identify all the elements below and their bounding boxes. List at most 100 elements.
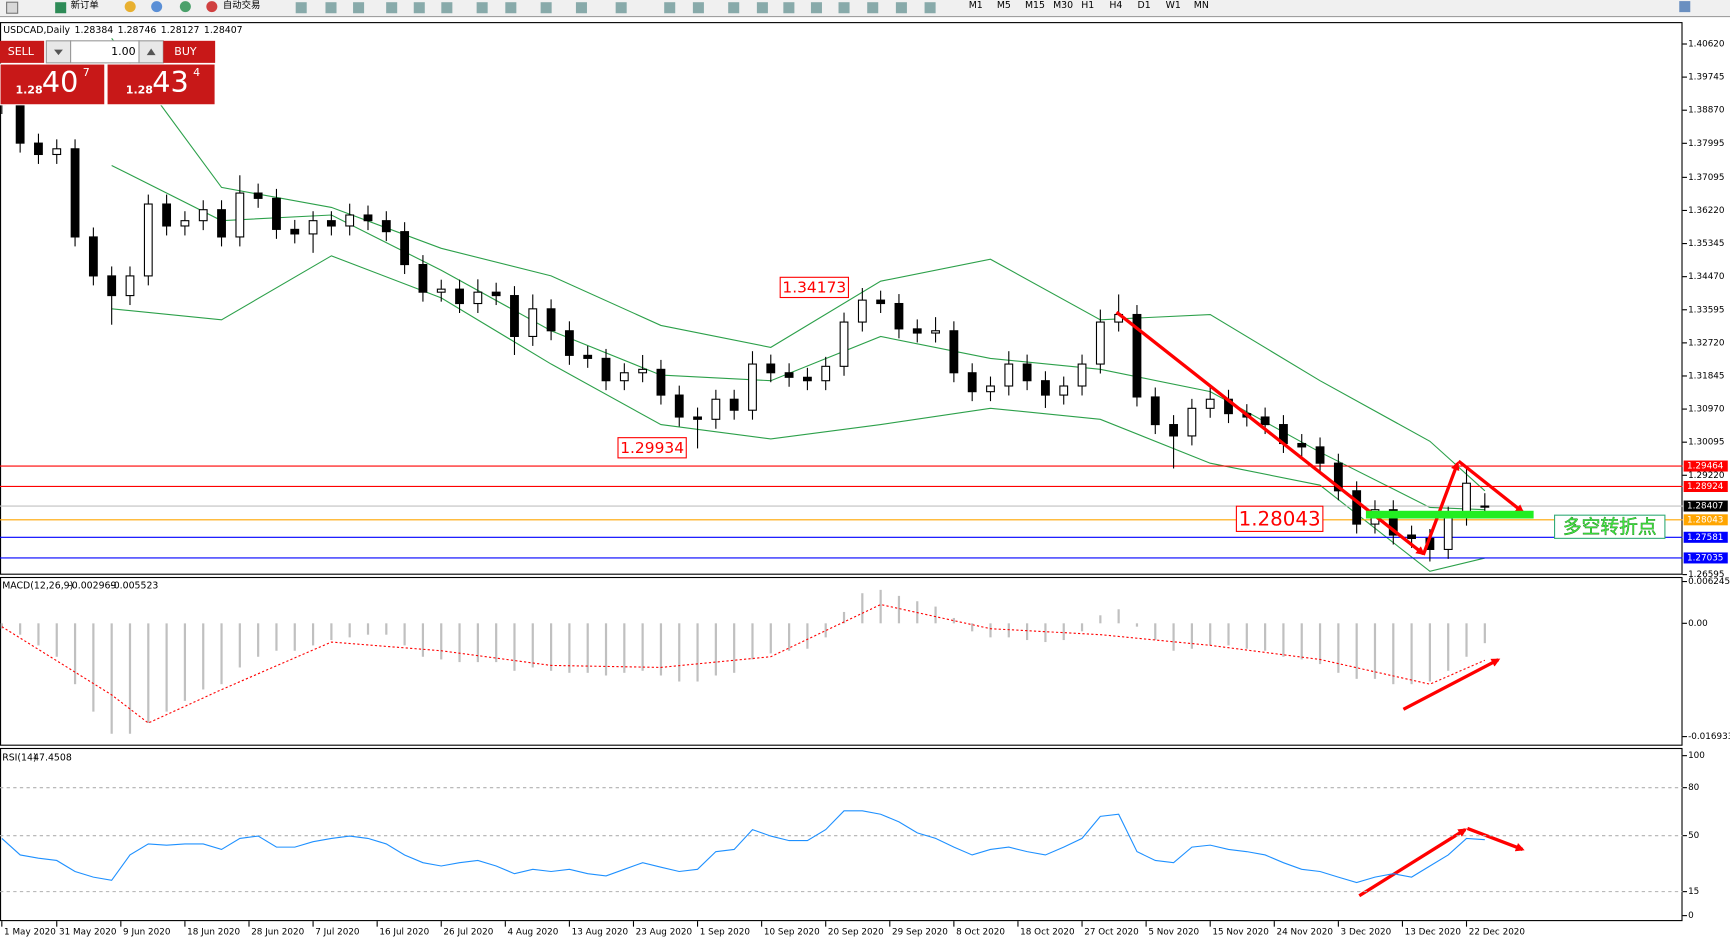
- icon[interactable]: [6, 1, 19, 14]
- candle-body: [107, 275, 117, 297]
- price-level-label: 1.27035: [1687, 553, 1723, 563]
- buy-price-pips: 43: [152, 65, 188, 99]
- x-tick-label: 8 Oct 2020: [956, 928, 1005, 938]
- x-tick-label: 4 Aug 2020: [508, 928, 559, 938]
- close-value: 1.28407: [204, 24, 243, 35]
- candle-body: [1352, 490, 1362, 525]
- candle-body: [326, 220, 336, 227]
- candle-body: [180, 220, 190, 227]
- buy-button[interactable]: [163, 40, 216, 63]
- candle-body: [619, 372, 629, 382]
- candle-body: [766, 363, 776, 374]
- candle-body: [1004, 363, 1014, 387]
- trend-arrow: [1457, 459, 1525, 514]
- timeframe-button[interactable]: D1: [1138, 0, 1151, 11]
- rsi-arrow: [1466, 826, 1525, 852]
- y-tick-label: 1.38870: [1688, 106, 1725, 116]
- main-panel: [0, 22, 1683, 575]
- candle-body: [436, 288, 446, 293]
- candle-body: [1480, 505, 1490, 508]
- candle-body: [1095, 321, 1105, 365]
- price-level-label: 1.28407: [1687, 502, 1723, 512]
- x-tick-label: 13 Dec 2020: [1405, 928, 1462, 938]
- candle-body: [308, 220, 318, 235]
- icon[interactable]: [179, 1, 191, 13]
- candle-body: [528, 308, 538, 337]
- x-tick-label: 9 Jun 2020: [123, 928, 171, 938]
- new-order-icon[interactable]: [55, 2, 67, 14]
- sell-price[interactable]: [0, 63, 106, 106]
- x-tick-label: 1 May 2020: [4, 928, 56, 938]
- x-tick-label: 23 Aug 2020: [636, 928, 693, 938]
- buy-label[interactable]: BUY: [174, 45, 197, 58]
- candle-body: [88, 236, 98, 277]
- y-tick-label: 1.29220: [1688, 471, 1725, 481]
- x-tick-label: 24 Nov 2020: [1276, 928, 1333, 938]
- tool-icons[interactable]: [295, 2, 936, 14]
- y-tick-label: 0.006245: [1688, 577, 1730, 587]
- candle-body: [253, 192, 263, 199]
- candle-body: [876, 299, 886, 305]
- trend-arrow: [1421, 461, 1460, 556]
- candle-body: [821, 365, 831, 382]
- y-tick-label: -0.016933: [1688, 732, 1730, 742]
- candle-body: [1333, 462, 1343, 492]
- icon[interactable]: [151, 1, 163, 13]
- sell-label[interactable]: SELL: [8, 45, 35, 58]
- buy-price[interactable]: [106, 63, 216, 106]
- candle-body: [729, 398, 739, 411]
- candle-body: [546, 308, 556, 332]
- y-tick-label: 1.37995: [1688, 139, 1724, 149]
- symbol: USDCAD,Daily: [3, 24, 70, 35]
- timeframe-button[interactable]: MN: [1194, 0, 1209, 11]
- candle-body: [455, 288, 464, 305]
- high-value: 1.28746: [118, 24, 157, 35]
- timeframe-button[interactable]: M5: [997, 0, 1011, 11]
- indicator-value: 47.4508: [33, 752, 72, 763]
- candle-body: [290, 228, 300, 235]
- candle-body: [198, 209, 208, 222]
- candle-body: [473, 291, 483, 305]
- candle-body: [912, 328, 922, 334]
- candle-body: [1315, 446, 1325, 464]
- y-tick-label: 100: [1688, 751, 1705, 761]
- timeframe-button[interactable]: H4: [1109, 0, 1122, 11]
- timeframe-button[interactable]: H1: [1081, 0, 1094, 11]
- pivot-bar: [1365, 510, 1534, 519]
- y-tick-label: 0.00: [1688, 619, 1708, 629]
- new-order-button[interactable]: 新订单: [71, 0, 99, 11]
- icon[interactable]: [124, 1, 136, 13]
- timeframe-button[interactable]: M30: [1053, 0, 1073, 11]
- candle-body: [235, 192, 245, 238]
- price-level-tag: [1683, 480, 1728, 492]
- timeframe-button[interactable]: W1: [1166, 0, 1181, 11]
- candle-body: [601, 357, 611, 382]
- candle-body: [143, 203, 153, 277]
- window-icon[interactable]: [1679, 1, 1691, 13]
- timeframe-button[interactable]: M1: [969, 0, 983, 11]
- auto-trading-icon[interactable]: [206, 1, 218, 13]
- x-tick-label: 27 Oct 2020: [1084, 928, 1139, 938]
- lot-value[interactable]: 1.00: [111, 45, 136, 58]
- sell-button[interactable]: [0, 40, 45, 63]
- candle-body: [272, 197, 281, 230]
- candle-body: [1260, 416, 1270, 426]
- candle-body: [656, 368, 666, 396]
- x-tick-label: 5 Nov 2020: [1148, 928, 1199, 938]
- price-label: 1.28043: [1239, 507, 1321, 530]
- candle-body: [1205, 398, 1215, 409]
- auto-trading-button[interactable]: 自动交易: [223, 0, 260, 11]
- candle-body: [986, 385, 995, 393]
- candle-body: [52, 148, 62, 156]
- price-level-label: 1.27581: [1687, 533, 1723, 543]
- y-tick-label: 1.39745: [1688, 73, 1724, 83]
- rsi-panel: [0, 747, 1683, 922]
- open-value: 1.28384: [75, 24, 114, 35]
- y-tick-label: 1.33595: [1688, 305, 1724, 315]
- timeframe-button[interactable]: M15: [1025, 0, 1045, 11]
- annotations: 多空转折点: [1115, 310, 1666, 898]
- y-tick-label: 1.32720: [1688, 338, 1725, 348]
- sell-price-fraction: 7: [83, 66, 90, 79]
- y-tick-label: 1.40620: [1688, 40, 1725, 50]
- x-tick-label: 26 Jul 2020: [443, 928, 493, 938]
